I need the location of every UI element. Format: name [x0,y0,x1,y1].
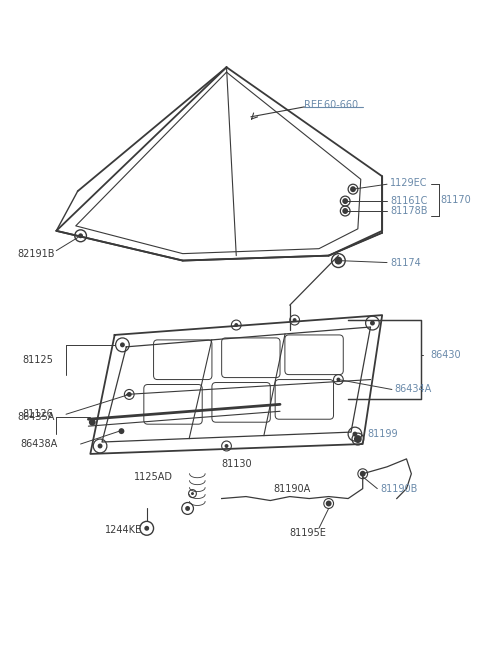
Text: 81190A: 81190A [273,483,311,493]
Circle shape [120,342,125,347]
Circle shape [360,471,366,477]
Text: 82191B: 82191B [17,249,55,258]
Text: 1129EC: 1129EC [390,178,428,188]
Text: 86435A: 86435A [17,412,55,422]
Circle shape [78,234,83,238]
Circle shape [342,198,348,204]
Circle shape [119,428,124,434]
Circle shape [370,321,375,325]
Circle shape [127,392,132,397]
Circle shape [352,432,358,437]
Text: 81199: 81199 [368,429,398,439]
Text: 81130: 81130 [222,459,252,469]
Circle shape [293,318,297,322]
Circle shape [89,419,96,426]
Text: 81195E: 81195E [290,528,326,538]
Text: 81170: 81170 [441,195,471,205]
Circle shape [342,208,348,214]
Text: 81161C: 81161C [390,196,427,206]
Text: 1244KE: 1244KE [105,525,142,535]
Text: REF.60-660: REF.60-660 [304,100,359,110]
Text: 81190B: 81190B [380,483,418,493]
Text: 81174: 81174 [390,258,420,268]
Circle shape [326,501,332,506]
Circle shape [354,435,362,443]
Circle shape [97,443,103,449]
Text: 81178B: 81178B [390,206,428,216]
Circle shape [350,186,356,192]
Text: 86434A: 86434A [395,384,432,394]
Circle shape [185,506,190,511]
Circle shape [144,526,149,531]
Text: 81126: 81126 [22,409,53,419]
Circle shape [225,444,228,448]
Text: 86430: 86430 [431,350,461,359]
Circle shape [336,378,340,382]
Text: 86438A: 86438A [20,439,58,449]
Circle shape [335,256,342,264]
Circle shape [234,323,238,327]
Text: 1125AD: 1125AD [134,472,173,482]
Circle shape [191,492,194,495]
Text: 81125: 81125 [22,355,53,365]
